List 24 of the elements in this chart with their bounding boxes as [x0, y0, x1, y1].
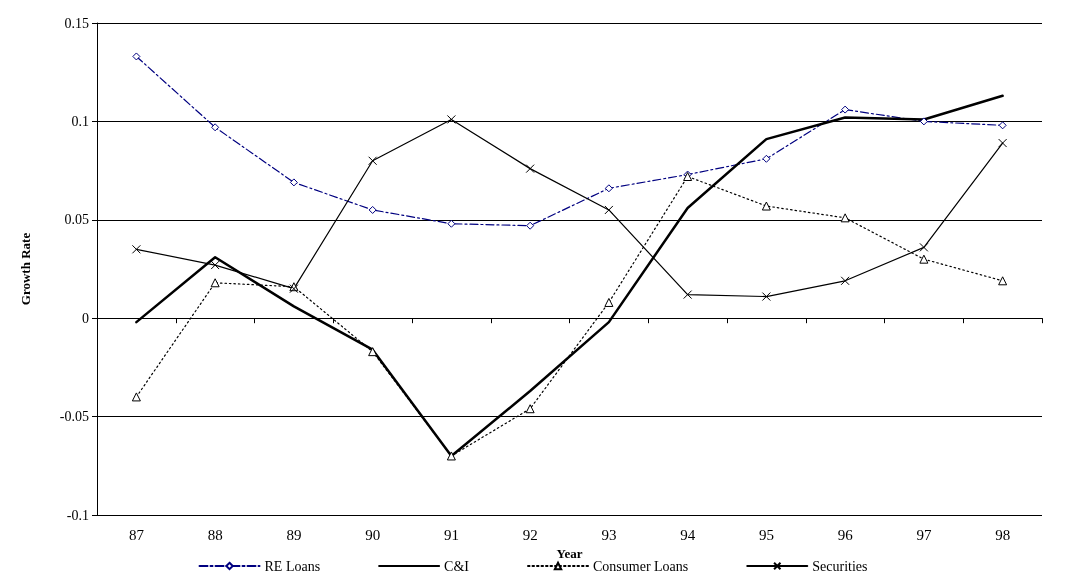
x-tick-label: 97	[916, 526, 932, 543]
y-tick-label: 0.15	[64, 15, 89, 31]
x-tick-label: 98	[995, 526, 1011, 543]
x-axis-title: Year	[556, 545, 583, 561]
x-tick-label: 87	[128, 526, 145, 543]
x-tick-label: 89	[286, 526, 302, 543]
legend-label: C&I	[444, 558, 470, 574]
x-tick-label: 95	[758, 526, 774, 543]
x-tick-label: 94	[680, 526, 696, 543]
y-tick-label: -0.1	[66, 507, 89, 523]
x-tick-label: 96	[837, 526, 854, 543]
x-tick-label: 90	[365, 526, 381, 543]
y-axis-title: Growth Rate	[18, 232, 33, 306]
y-tick-label: 0.1	[71, 113, 89, 129]
legend-label: Securities	[812, 558, 868, 574]
y-tick-label: -0.05	[59, 409, 89, 425]
x-tick-label: 91	[443, 526, 459, 543]
y-tick-label: 0.05	[64, 212, 89, 228]
x-tick-label: 88	[207, 526, 223, 543]
legend-label: RE Loans	[264, 558, 321, 574]
x-tick-label: 92	[522, 526, 538, 543]
x-tick-label: 93	[601, 526, 617, 543]
y-tick-label: 0	[82, 310, 89, 326]
legend-label: Consumer Loans	[593, 558, 689, 574]
